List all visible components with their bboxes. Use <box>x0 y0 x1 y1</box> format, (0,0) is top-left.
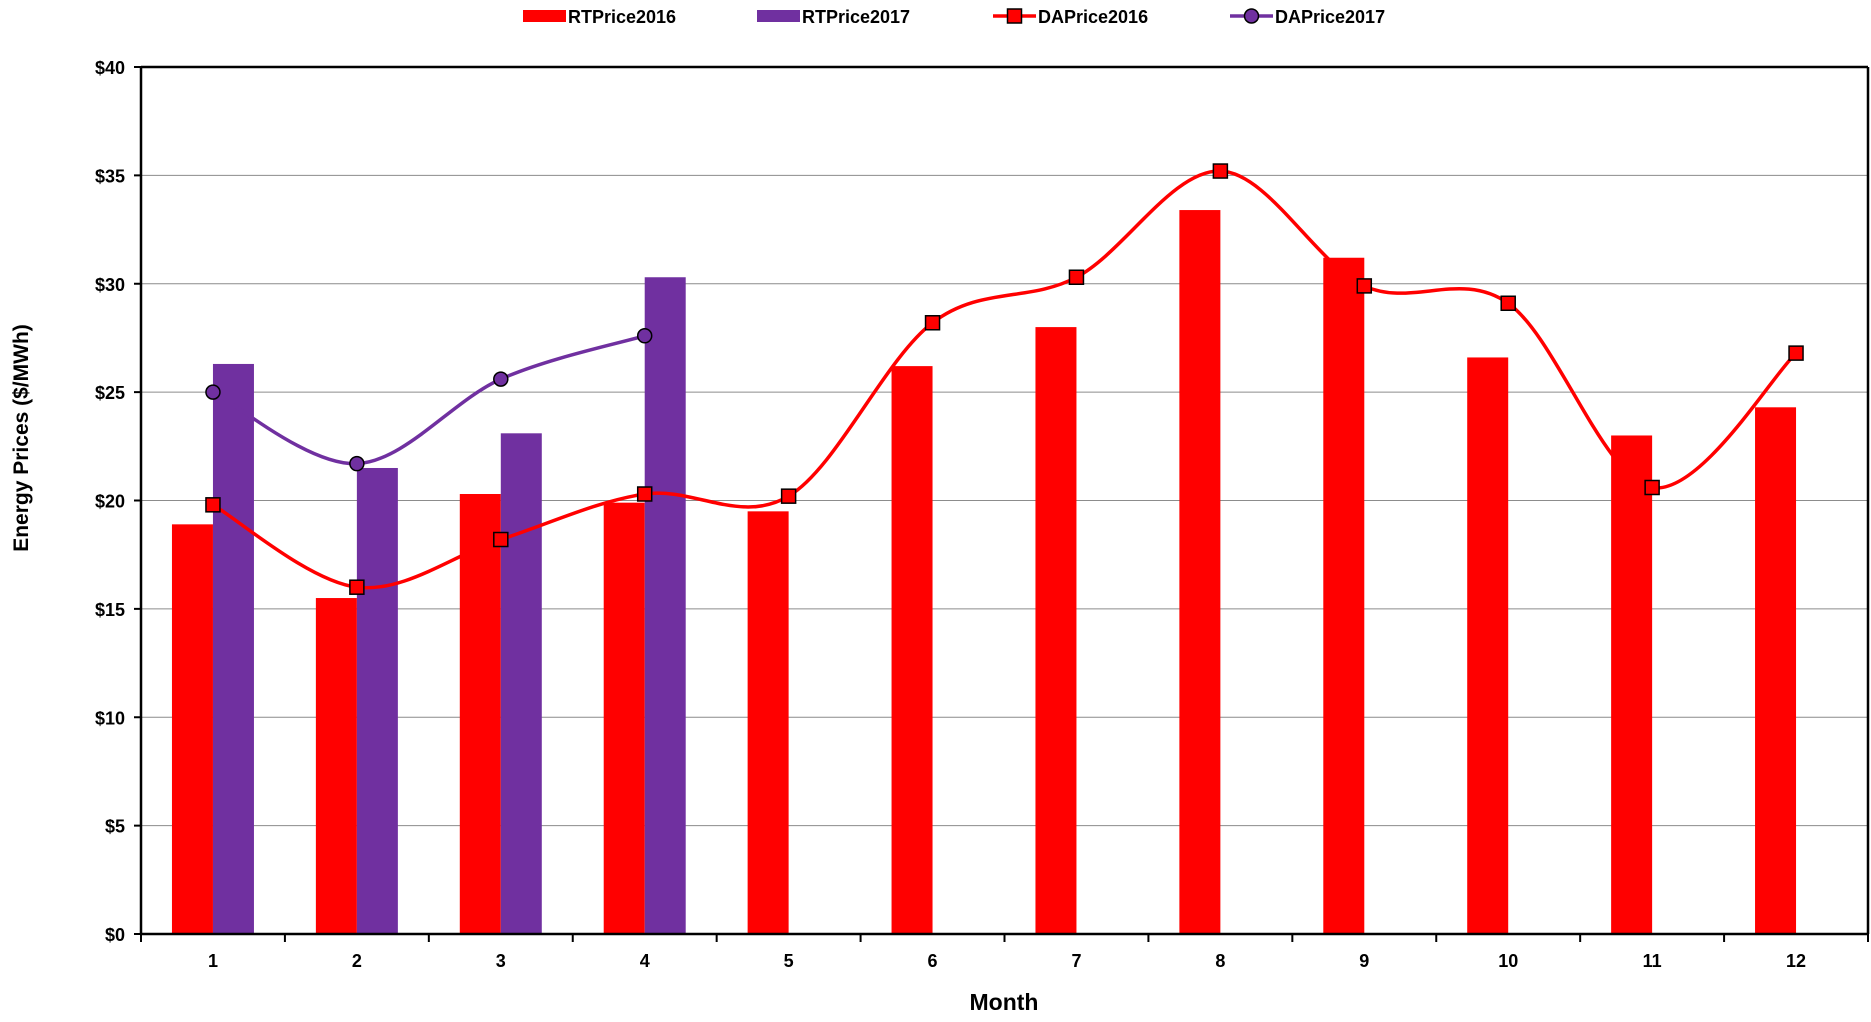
x-tick-label: 12 <box>1786 951 1806 971</box>
x-tick-label: 2 <box>352 951 362 971</box>
bar-RTPrice2016-6 <box>891 366 933 934</box>
bar-RTPrice2017-1 <box>212 363 254 934</box>
legend-marker-DAPrice2017 <box>1243 8 1260 24</box>
legend-swatch-RTPrice2016 <box>523 10 566 22</box>
point-DAPrice2016-1 <box>205 497 221 513</box>
bar-RTPrice2016-1 <box>171 524 213 934</box>
bar-RTPrice2016-11 <box>1611 435 1653 934</box>
y-tick-label: $40 <box>95 58 125 78</box>
point-DAPrice2017-3 <box>493 371 509 387</box>
line-DAPrice2016 <box>212 169 1798 590</box>
lines <box>205 163 1804 595</box>
line-DAPrice2017 <box>212 334 646 466</box>
y-tick-label: $30 <box>95 275 125 295</box>
point-DAPrice2016-3 <box>493 531 509 548</box>
x-tick-label: 1 <box>208 951 218 971</box>
point-DAPrice2016-2 <box>349 579 365 595</box>
point-DAPrice2017-4 <box>636 328 653 344</box>
x-tick-label: 3 <box>496 951 506 971</box>
axes: $0$5$10$15$20$25$30$35$401 2 3 4 5 6 7 8 9 10 11 12 <box>95 58 1870 971</box>
legend-marker-DAPrice2016 <box>1006 8 1023 24</box>
point-DAPrice2016-8 <box>1212 163 1229 179</box>
legend-label-RTPrice2017: RTPrice2017 <box>802 7 910 27</box>
bar-RTPrice2016-3 <box>459 493 501 934</box>
gridlines <box>141 66 1868 827</box>
point-DAPrice2016-9 <box>1356 278 1373 294</box>
x-tick-label: 4 <box>640 951 650 971</box>
y-tick-label: $10 <box>95 708 125 728</box>
bar-RTPrice2017-2 <box>356 467 398 934</box>
legend-label-RTPrice2016: RTPrice2016 <box>568 7 676 27</box>
point-DAPrice2016-12 <box>1788 345 1804 361</box>
y-tick-label: $35 <box>95 166 125 186</box>
bar-RTPrice2017-4 <box>644 277 686 934</box>
bar-RTPrice2016-8 <box>1179 210 1221 934</box>
x-tick-label: 6 <box>928 951 938 971</box>
y-tick-label: $25 <box>95 383 125 403</box>
point-DAPrice2017-2 <box>349 455 365 472</box>
bar-RTPrice2016-2 <box>315 598 357 934</box>
bar-RTPrice2016-7 <box>1035 327 1077 935</box>
x-tick-label: 9 <box>1359 951 1369 971</box>
legend-label-DAPrice2017: DAPrice2017 <box>1275 7 1385 27</box>
x-axis-title: Month <box>970 989 1039 1015</box>
y-tick-label: $0 <box>105 925 125 945</box>
bar-RTPrice2016-12 <box>1755 407 1797 934</box>
legend: RTPrice2016 RTPrice2017 DAPrice2016 DAPrice… <box>523 7 1385 27</box>
x-tick-label: 10 <box>1498 951 1518 971</box>
y-tick-label: $5 <box>105 817 125 837</box>
bar-RTPrice2016-4 <box>603 502 645 934</box>
point-DAPrice2016-7 <box>1068 269 1085 285</box>
legend-swatch-RTPrice2017 <box>757 10 800 22</box>
y-axis-title: Energy Prices ($/MWh) <box>10 324 33 552</box>
y-tick-label: $20 <box>95 492 125 512</box>
bar-RTPrice2016-10 <box>1467 357 1509 934</box>
x-tick-label: 8 <box>1215 951 1225 971</box>
point-DAPrice2016-4 <box>636 486 653 502</box>
bar-RTPrice2017-3 <box>500 433 542 934</box>
point-DAPrice2016-10 <box>1500 295 1516 312</box>
point-DAPrice2016-11 <box>1644 479 1660 496</box>
bar-RTPrice2016-9 <box>1323 257 1365 934</box>
bars <box>171 210 1797 935</box>
x-tick-label: 11 <box>1643 951 1662 971</box>
point-DAPrice2016-6 <box>924 315 941 331</box>
x-tick-label: 5 <box>784 951 794 971</box>
bar-RTPrice2016-5 <box>747 511 789 934</box>
x-tick-label: 7 <box>1071 951 1081 971</box>
point-DAPrice2016-5 <box>780 488 797 504</box>
y-tick-label: $15 <box>95 600 125 620</box>
legend-label-DAPrice2016: DAPrice2016 <box>1038 7 1148 27</box>
point-DAPrice2017-1 <box>205 384 221 400</box>
